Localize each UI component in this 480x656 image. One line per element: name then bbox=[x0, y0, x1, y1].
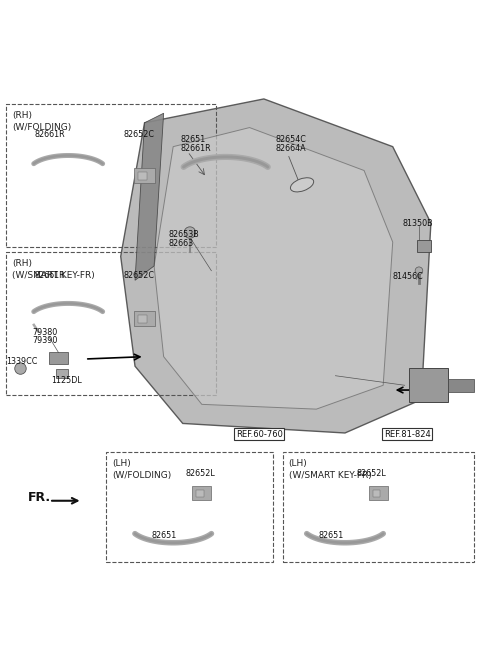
Ellipse shape bbox=[290, 178, 313, 192]
Bar bbox=[372, 489, 380, 497]
Circle shape bbox=[184, 227, 196, 238]
Text: 81456C: 81456C bbox=[393, 272, 423, 281]
Text: FR.: FR. bbox=[28, 491, 51, 504]
Text: 82664A: 82664A bbox=[276, 144, 306, 153]
Text: 82651: 82651 bbox=[180, 135, 205, 144]
Bar bbox=[134, 311, 155, 326]
Text: (RH)
(W/FOLDING): (RH) (W/FOLDING) bbox=[12, 111, 71, 132]
Bar bbox=[192, 486, 211, 499]
Text: REF.60-760: REF.60-760 bbox=[236, 430, 283, 439]
Text: 82652L: 82652L bbox=[185, 469, 215, 478]
Bar bbox=[369, 486, 388, 499]
Bar bbox=[56, 369, 68, 378]
Bar bbox=[6, 104, 216, 247]
Bar bbox=[409, 368, 448, 402]
Bar bbox=[196, 489, 204, 497]
Polygon shape bbox=[120, 99, 431, 433]
Text: 82652C: 82652C bbox=[123, 131, 154, 139]
Bar bbox=[6, 252, 216, 395]
Text: 81350B: 81350B bbox=[402, 218, 433, 228]
Text: 79380: 79380 bbox=[33, 328, 58, 337]
Bar bbox=[417, 239, 431, 252]
Text: (LH)
(W/SMART KEY-FR): (LH) (W/SMART KEY-FR) bbox=[288, 459, 372, 480]
Text: 1339CC: 1339CC bbox=[6, 357, 37, 366]
Text: REF.81-824: REF.81-824 bbox=[384, 430, 431, 439]
Polygon shape bbox=[135, 113, 164, 280]
Text: 82663: 82663 bbox=[168, 239, 193, 248]
Text: 1125DL: 1125DL bbox=[51, 376, 82, 385]
Text: (LH)
(W/FOLDING): (LH) (W/FOLDING) bbox=[112, 459, 171, 480]
Circle shape bbox=[15, 363, 26, 375]
Text: 82651: 82651 bbox=[152, 531, 177, 540]
Bar bbox=[138, 172, 146, 180]
Text: 82661R: 82661R bbox=[35, 131, 65, 139]
Text: 79390: 79390 bbox=[33, 337, 58, 346]
Bar bbox=[283, 452, 474, 562]
Text: 82652C: 82652C bbox=[123, 271, 154, 280]
Text: 82653B: 82653B bbox=[168, 230, 199, 239]
Bar bbox=[134, 168, 155, 182]
Text: 82652L: 82652L bbox=[357, 469, 387, 478]
Bar bbox=[138, 316, 146, 323]
Bar bbox=[448, 379, 474, 392]
Circle shape bbox=[415, 267, 423, 275]
Bar bbox=[107, 452, 274, 562]
Text: 82651: 82651 bbox=[319, 531, 344, 540]
Polygon shape bbox=[154, 127, 393, 409]
Bar bbox=[49, 352, 68, 364]
Text: 82661R: 82661R bbox=[180, 144, 211, 153]
Text: 82661R: 82661R bbox=[35, 271, 65, 280]
Text: 82654C: 82654C bbox=[276, 135, 307, 144]
Text: (RH)
(W/SMART KEY-FR): (RH) (W/SMART KEY-FR) bbox=[12, 259, 95, 279]
